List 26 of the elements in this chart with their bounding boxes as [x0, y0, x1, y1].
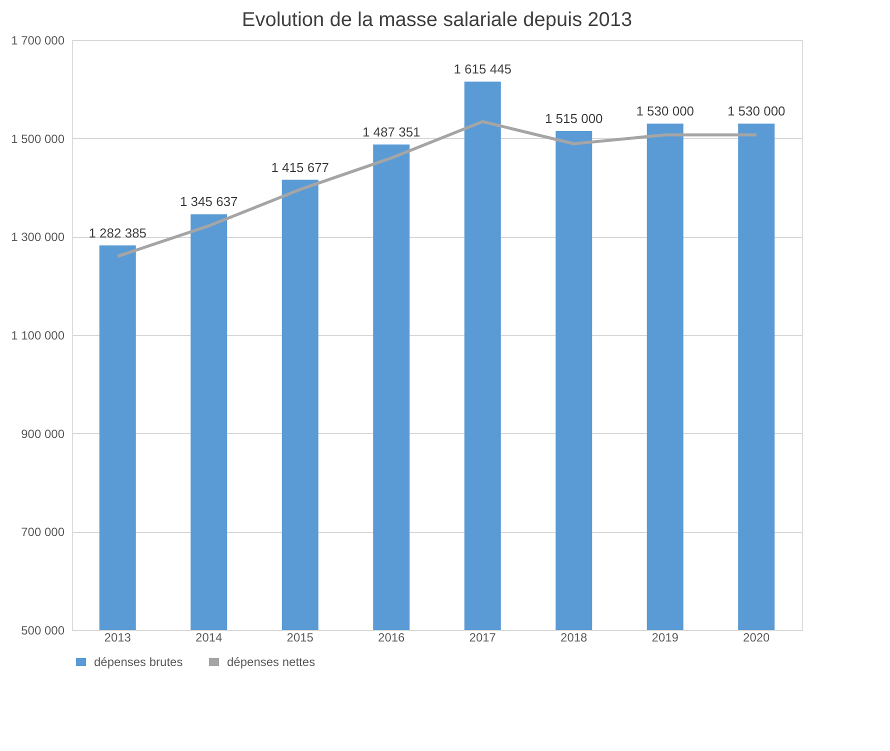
y-tick-label: 900 000	[21, 426, 65, 441]
y-tick-label: 1 700 000	[11, 34, 65, 48]
data-label: 1 515 000	[544, 110, 603, 126]
y-tick-label: 1 500 000	[11, 132, 65, 146]
x-tick-label: 2014	[196, 630, 223, 644]
data-label: 1 487 351	[362, 124, 420, 140]
legend-label: dépenses nettes	[227, 655, 316, 669]
chart-title: Evolution de la masse salariale depuis 2013	[242, 9, 632, 31]
data-label: 1 530 000	[636, 104, 694, 119]
y-tick-label: 500 000	[21, 624, 65, 638]
y-tick-label: 700 000	[21, 525, 65, 540]
data-label: 1 415 677	[271, 160, 330, 175]
data-label: 1 615 445	[454, 62, 512, 77]
x-tick-label: 2015	[286, 630, 314, 644]
y-tick-label: 1 100 000	[11, 328, 65, 342]
x-tick-label: 2019	[652, 630, 679, 644]
x-tick-label: 2013	[104, 630, 132, 644]
x-tick-label: 2017	[469, 630, 496, 644]
y-tick-label: 1 300 000	[11, 230, 65, 244]
data-label: 1 282 385	[88, 225, 147, 240]
data-label: 1 530 000	[727, 104, 786, 119]
x-tick-label: 2018	[560, 630, 588, 644]
x-tick-label: 2016	[378, 630, 406, 644]
legend-label: dépenses brutes	[94, 655, 183, 669]
x-tick-label: 2020	[743, 630, 770, 644]
data-label: 1 345 637	[180, 194, 238, 210]
